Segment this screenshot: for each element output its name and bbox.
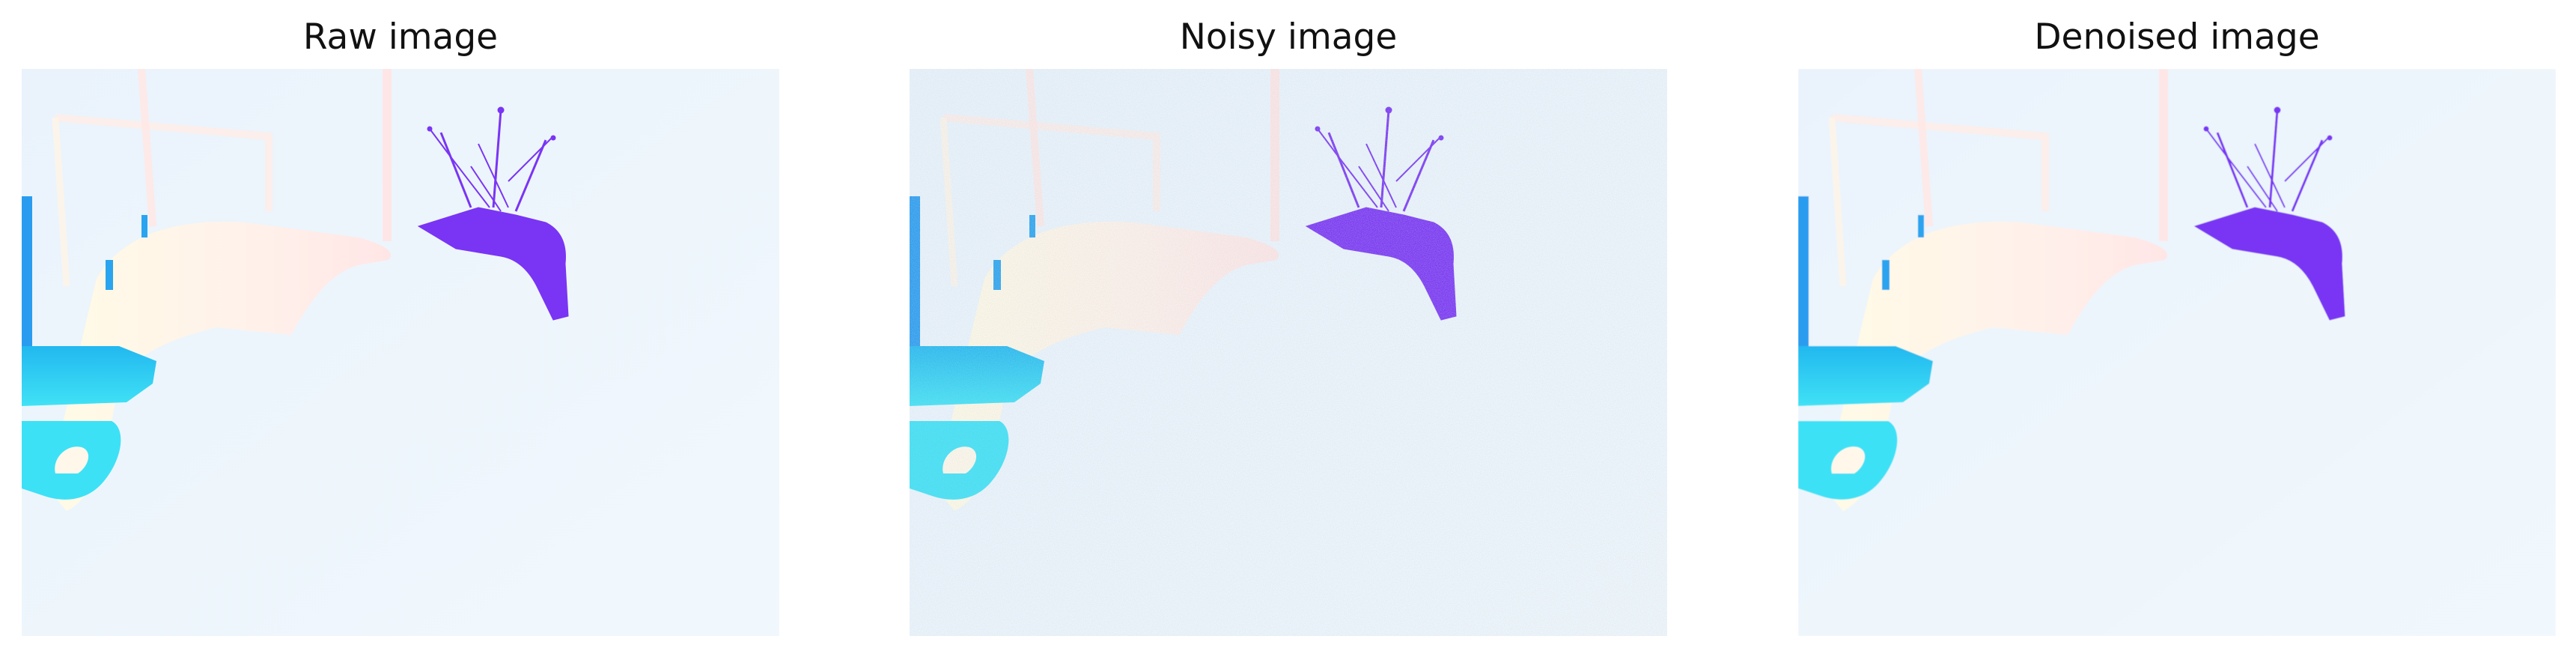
panel-denoised: Denoised image xyxy=(1798,0,2556,660)
raw-image xyxy=(22,69,779,636)
panel-noisy: Noisy image xyxy=(910,0,1667,660)
panel-raw: Raw image xyxy=(22,0,779,660)
denoised-image xyxy=(1798,69,2556,636)
noisy-image xyxy=(910,69,1667,636)
panel-title: Denoised image xyxy=(2034,16,2320,58)
panel-title: Raw image xyxy=(302,16,499,58)
panel-title: Noisy image xyxy=(1179,16,1398,58)
